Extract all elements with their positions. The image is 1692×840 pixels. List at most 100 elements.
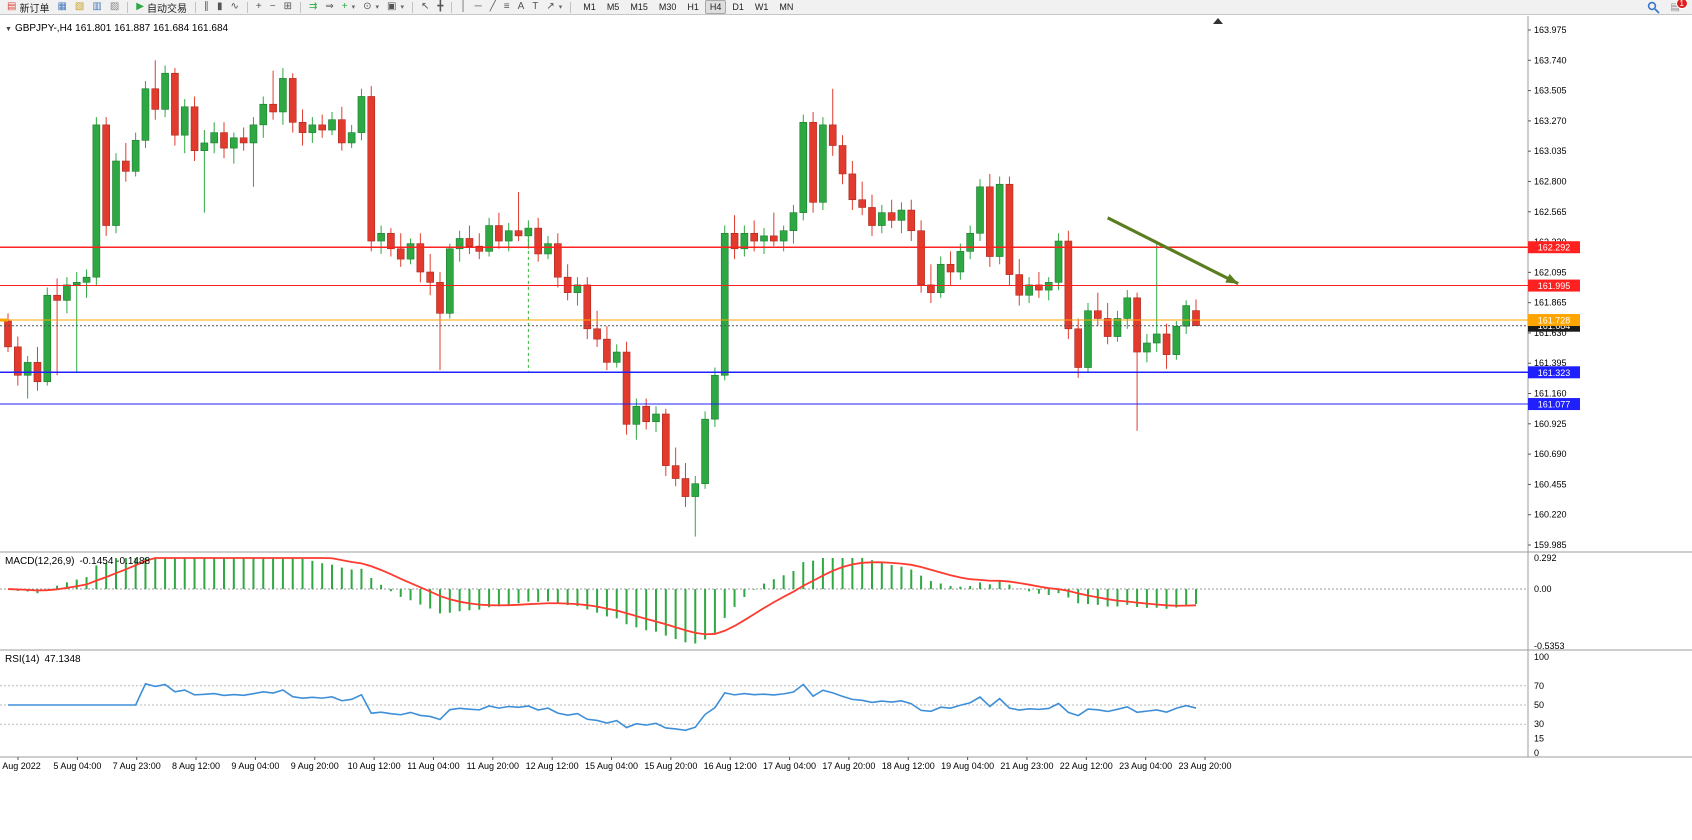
search-icon-glyph [1647,1,1660,14]
svg-text:18 Aug 12:00: 18 Aug 12:00 [882,761,935,771]
toolbar-separator [451,1,453,13]
macd-panel: 0.292 0.00 -0.5353 [0,553,1565,651]
data-window-icon-glyph: ▥ [92,1,102,12]
zoom-in-icon-glyph: + [255,1,262,12]
svg-text:17 Aug 20:00: 17 Aug 20:00 [822,761,875,771]
symbol-ohlc-text: GBPJPY-,H4 161.801 161.887 161.684 161.6… [14,23,229,34]
profiles-icon-glyph: ▧ [74,1,85,12]
macd-label: MACD(12,26,9) -0.1454 -0.1488 [5,556,155,567]
svg-text:160.925: 160.925 [1534,419,1567,429]
timeframe-group: M1 M5 M15 M30 H1 H4 D1 W1 MN [578,0,798,14]
timeframe-h1[interactable]: H1 [687,2,699,12]
candlestick-chart-icon-glyph: ▮ [216,1,223,12]
svg-text:8 Aug 12:00: 8 Aug 12:00 [172,761,220,771]
search-icon[interactable] [1644,1,1663,14]
main-toolbar: ▤ 新订单 ▦ ▧ ▥ ▨ ▶ 自动交易 ∥ ▮ ∿ + − ⊞ ⇉ ⇒ + ▾ ⊙ ▾ ▣ ▾ ↖ ╋ │ ─ ╱ ≡ A T ↗ ▾ M1 M… [0,0,1692,15]
svg-text:162.292: 162.292 [1538,243,1571,253]
line-chart-icon[interactable]: ∿ [227,1,241,14]
svg-text:21 Aug 23:00: 21 Aug 23:00 [1000,761,1053,771]
macd-histogram [16,558,1197,644]
bar-chart-icon[interactable]: ∥ [201,1,212,14]
svg-text:30: 30 [1534,719,1544,729]
svg-text:15 Aug 20:00: 15 Aug 20:00 [644,761,697,771]
text-icon-glyph: A [517,1,525,12]
arrows-button-icon: ↗ [546,1,555,12]
profiles-icon[interactable]: ▧ [72,1,87,14]
timeframe-m5[interactable]: M5 [606,2,620,12]
cursor-icon[interactable]: ↖ [418,1,432,14]
notifications-icon[interactable]: ▤ 1 [1670,0,1688,13]
trendline-icon-glyph: ╱ [489,1,496,12]
indicators-button[interactable]: + ▾ [339,1,358,14]
timeframe-m15[interactable]: M15 [630,2,648,12]
svg-text:161.630: 161.630 [1534,328,1567,338]
zoom-in-icon[interactable]: + [253,1,265,14]
svg-text:163.035: 163.035 [1534,146,1567,156]
svg-text:5 Aug 04:00: 5 Aug 04:00 [53,761,101,771]
rsi-value: 47.1348 [44,654,81,665]
trendline-icon[interactable]: ╱ [487,1,499,14]
horizontal-line-icon[interactable]: ─ [472,1,485,14]
hline-162-292[interactable]: 162.292 [0,241,1580,254]
svg-text:11 Aug 20:00: 11 Aug 20:00 [467,761,519,771]
timeframe-mn[interactable]: MN [779,2,794,12]
timeframe-m1[interactable]: M1 [583,2,596,12]
crosshair-icon[interactable]: ╋ [434,1,446,14]
trend-arrow-annotation[interactable] [1106,216,1239,286]
fibonacci-icon[interactable]: ≡ [501,1,513,14]
collapse-ohlc-icon[interactable]: ▼ [5,26,12,33]
svg-text:100: 100 [1534,652,1549,662]
toolbar-separator [411,1,413,13]
svg-text:70: 70 [1534,681,1544,691]
autotrade-button[interactable]: ▶ 自动交易 [133,1,190,15]
svg-text:10 Aug 12:00: 10 Aug 12:00 [348,761,401,771]
vertical-line-icon[interactable]: │ [457,1,469,14]
tile-windows-icon[interactable]: ⊞ [281,1,295,14]
time-axis[interactable]: 4 Aug 2022 5 Aug 04:00 7 Aug 23:00 8 Aug 12… [0,757,1232,771]
svg-text:17 Aug 04:00: 17 Aug 04:00 [763,761,816,771]
hline-161-995[interactable]: 161.995 [0,279,1580,292]
timeframe-h4[interactable]: H4 [704,0,727,14]
timeframe-d1[interactable]: D1 [732,2,744,12]
templates-button[interactable]: ▣ ▾ [384,1,407,14]
svg-text:162.800: 162.800 [1534,176,1567,186]
hline-161-323[interactable]: 161.323 [0,366,1580,379]
chart-canvas[interactable]: 163.975 163.740 163.505 163.270 163.035 162.8… [0,16,1692,840]
toolbar-separator [299,1,301,13]
hline-161-728[interactable]: 161.728 [0,314,1580,327]
svg-text:160.690: 160.690 [1534,449,1567,459]
toolbar-separator [246,1,248,13]
svg-text:12 Aug 12:00: 12 Aug 12:00 [526,761,579,771]
svg-text:163.975: 163.975 [1534,25,1567,35]
svg-text:163.505: 163.505 [1534,86,1567,96]
vertical-line-icon-glyph: │ [460,1,467,12]
new-order-button[interactable]: ▤ 新订单 [4,1,52,15]
svg-text:161.077: 161.077 [1538,400,1571,410]
auto-scroll-icon[interactable]: ⇉ [306,1,320,14]
svg-text:163.270: 163.270 [1534,116,1567,126]
periods-button[interactable]: ⊙ ▾ [360,1,382,14]
svg-text:23 Aug 20:00: 23 Aug 20:00 [1178,761,1231,771]
text-icon[interactable]: A [515,1,528,14]
zoom-out-icon[interactable]: − [267,1,279,14]
chart-area[interactable]: 163.975 163.740 163.505 163.270 163.035 162.8… [0,16,1692,840]
history-icon[interactable]: ▨ [107,1,122,14]
candlestick-chart-icon[interactable]: ▮ [214,1,226,14]
notifications-icon-glyph: ▤ [1670,1,1680,13]
label-icon-glyph: T [532,1,539,12]
hline-161-077[interactable]: 161.077 [0,398,1580,411]
timeframe-w1[interactable]: W1 [754,2,769,12]
chart-shift-marker[interactable] [1213,18,1223,24]
chart-shift-icon[interactable]: ⇒ [322,1,336,14]
arrows-button[interactable]: ↗ ▾ [543,1,565,14]
timeframe-m30[interactable]: M30 [658,2,677,12]
data-window-icon[interactable]: ▥ [89,1,104,14]
svg-text:162.095: 162.095 [1534,267,1567,277]
svg-text:161.323: 161.323 [1538,368,1571,378]
bar-chart-icon-glyph: ∥ [203,1,209,12]
svg-text:161.160: 161.160 [1534,389,1567,399]
rsi-line [8,682,1197,732]
chart-window-icon[interactable]: ▦ [54,1,69,14]
label-icon[interactable]: T [529,1,541,14]
svg-text:22 Aug 12:00: 22 Aug 12:00 [1060,761,1113,771]
